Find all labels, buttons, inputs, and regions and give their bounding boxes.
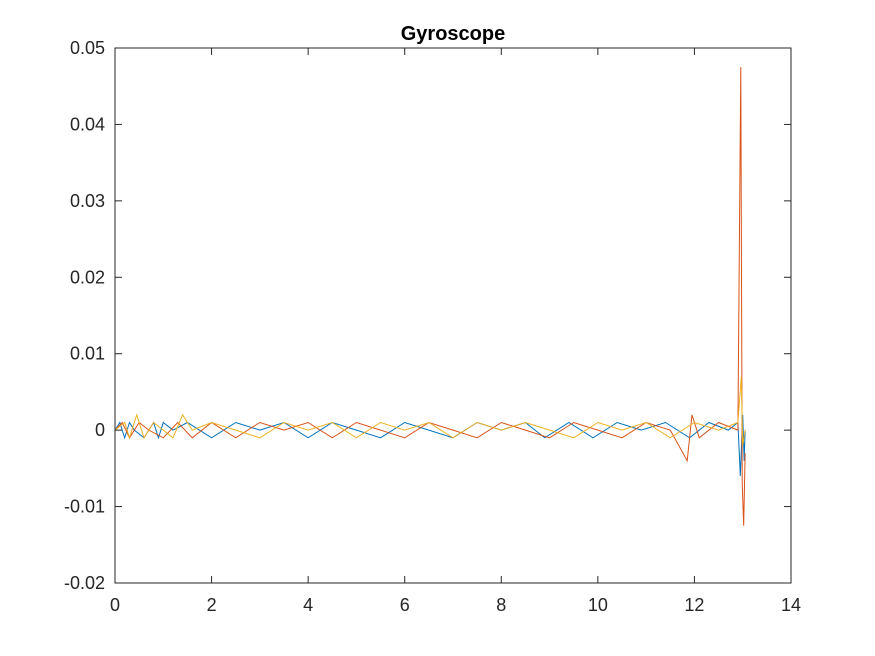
- x-tick-label: 8: [496, 595, 506, 615]
- y-tick-label: 0.01: [70, 344, 105, 364]
- series-line-1: [114, 414, 746, 477]
- y-tick-label: 0: [95, 420, 105, 440]
- plot-frame: [114, 47, 792, 584]
- y-tick-label: -0.01: [64, 497, 105, 517]
- series-layer: [114, 67, 746, 526]
- x-tick-label: 2: [207, 595, 217, 615]
- x-tick-label: 0: [110, 595, 120, 615]
- x-tick-label: 10: [588, 595, 608, 615]
- x-tick-label: 6: [400, 595, 410, 615]
- x-tick-label: 4: [303, 595, 313, 615]
- y-tick-label: 0.04: [70, 114, 105, 134]
- y-tick-label: 0.03: [70, 191, 105, 211]
- y-tick-label: -0.02: [64, 573, 105, 593]
- series-line-2: [114, 67, 746, 526]
- y-tick-label: 0.05: [70, 38, 105, 58]
- y-tick-label: 0.02: [70, 267, 105, 287]
- chart-title: Gyroscope: [401, 23, 505, 45]
- series-line-3: [114, 376, 746, 446]
- x-tick-label: 14: [781, 595, 801, 615]
- y-axis-ticks: -0.02 -0.01 0 0.01 0.02 0.03 0.04 0.05: [64, 38, 791, 593]
- plot-area-background: [115, 48, 791, 583]
- x-tick-label: 12: [684, 595, 704, 615]
